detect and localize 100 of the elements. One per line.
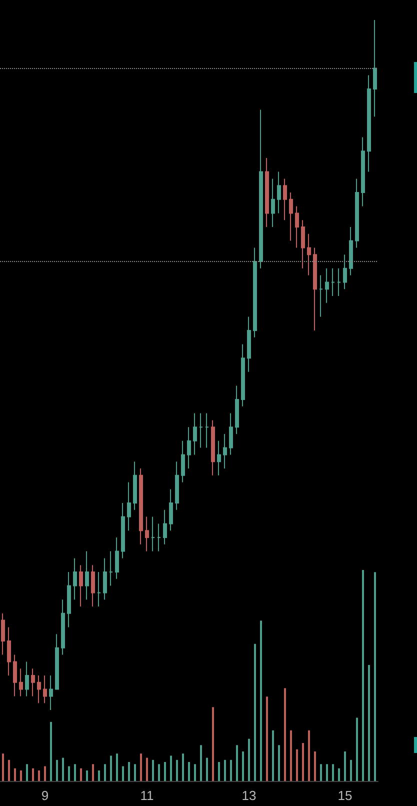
bar bbox=[20, 770, 22, 781]
x-tick-label: 11 bbox=[140, 788, 154, 803]
x-tick-label: 15 bbox=[338, 788, 352, 803]
bar bbox=[350, 760, 352, 781]
candlestick bbox=[13, 654, 17, 697]
candlestick bbox=[229, 412, 233, 456]
bar bbox=[8, 760, 10, 781]
bar bbox=[116, 754, 118, 781]
candlestick bbox=[163, 509, 167, 545]
bar bbox=[308, 730, 310, 781]
bar bbox=[110, 756, 112, 781]
bar bbox=[164, 762, 166, 781]
candlestick bbox=[265, 158, 269, 228]
bar bbox=[86, 770, 88, 781]
bar bbox=[266, 696, 268, 781]
candlestick bbox=[271, 178, 275, 228]
bar bbox=[368, 664, 370, 781]
candlestick bbox=[145, 516, 149, 552]
candlestick bbox=[349, 226, 353, 276]
candlestick bbox=[169, 488, 173, 532]
bar bbox=[140, 754, 142, 781]
bar bbox=[260, 620, 262, 781]
candlestick bbox=[217, 440, 221, 476]
candlestick bbox=[109, 550, 113, 586]
candlestick bbox=[337, 268, 341, 296]
bar bbox=[272, 730, 274, 781]
bar bbox=[296, 749, 298, 781]
candlestick bbox=[7, 626, 11, 676]
candlestick bbox=[325, 268, 329, 304]
candlestick bbox=[241, 344, 245, 407]
bar bbox=[332, 764, 334, 781]
bar bbox=[194, 764, 196, 781]
candlestick bbox=[193, 412, 197, 456]
bar bbox=[362, 570, 364, 781]
candlestick bbox=[55, 634, 59, 690]
candlestick bbox=[31, 668, 35, 697]
bar bbox=[170, 756, 172, 781]
candlestick bbox=[319, 274, 323, 318]
candlestick bbox=[289, 192, 293, 242]
candlestick bbox=[247, 316, 251, 372]
bar bbox=[80, 768, 82, 781]
candlestick bbox=[301, 220, 305, 269]
bar bbox=[374, 572, 376, 781]
bar bbox=[344, 751, 346, 781]
bar bbox=[176, 760, 178, 781]
bar bbox=[338, 768, 340, 781]
candlestick bbox=[313, 247, 317, 331]
candlestick bbox=[73, 558, 77, 600]
x-tick-label: 9 bbox=[41, 788, 49, 803]
candlestick bbox=[277, 171, 281, 214]
candlestick bbox=[79, 564, 83, 607]
candlestick bbox=[199, 412, 203, 448]
bar bbox=[206, 758, 208, 781]
bar bbox=[284, 688, 286, 781]
candlestick bbox=[61, 599, 65, 656]
candlestick bbox=[187, 426, 191, 469]
candlestick bbox=[307, 233, 311, 276]
bar bbox=[62, 758, 64, 781]
bar bbox=[146, 758, 148, 781]
candlestick bbox=[355, 178, 359, 248]
candlestick bbox=[361, 136, 365, 207]
bar bbox=[278, 745, 280, 781]
bar bbox=[224, 760, 226, 781]
candlestick bbox=[373, 20, 377, 118]
bar bbox=[230, 760, 232, 781]
candlestick bbox=[103, 558, 107, 600]
candlestick bbox=[331, 268, 335, 296]
bar bbox=[32, 768, 34, 781]
candlestick bbox=[1, 612, 5, 656]
bar bbox=[302, 743, 304, 781]
candlestick bbox=[157, 523, 161, 552]
candlestick bbox=[295, 206, 299, 248]
candlestick bbox=[367, 74, 371, 172]
bar bbox=[152, 760, 154, 781]
bar bbox=[92, 764, 94, 781]
candlestick bbox=[127, 482, 131, 532]
bar bbox=[122, 766, 124, 781]
candlestick bbox=[139, 468, 143, 545]
bar bbox=[104, 764, 106, 781]
candlestick bbox=[235, 385, 239, 434]
candlestick bbox=[175, 461, 179, 510]
bar bbox=[290, 730, 292, 781]
bar bbox=[188, 762, 190, 781]
candlestick bbox=[37, 675, 41, 704]
candlestick bbox=[205, 412, 209, 448]
candlestick bbox=[67, 572, 71, 628]
bar bbox=[68, 766, 70, 781]
bar bbox=[212, 707, 214, 781]
bar bbox=[98, 770, 100, 781]
bar bbox=[314, 751, 316, 781]
candlestick bbox=[115, 537, 119, 580]
candlestick bbox=[49, 675, 53, 710]
candlestick bbox=[43, 675, 47, 704]
bar bbox=[236, 745, 238, 781]
bar bbox=[14, 768, 16, 781]
bar bbox=[50, 722, 52, 781]
candlestick bbox=[97, 572, 101, 607]
candlestick bbox=[91, 564, 95, 607]
bar bbox=[158, 764, 160, 781]
x-tick-label: 13 bbox=[242, 788, 256, 803]
